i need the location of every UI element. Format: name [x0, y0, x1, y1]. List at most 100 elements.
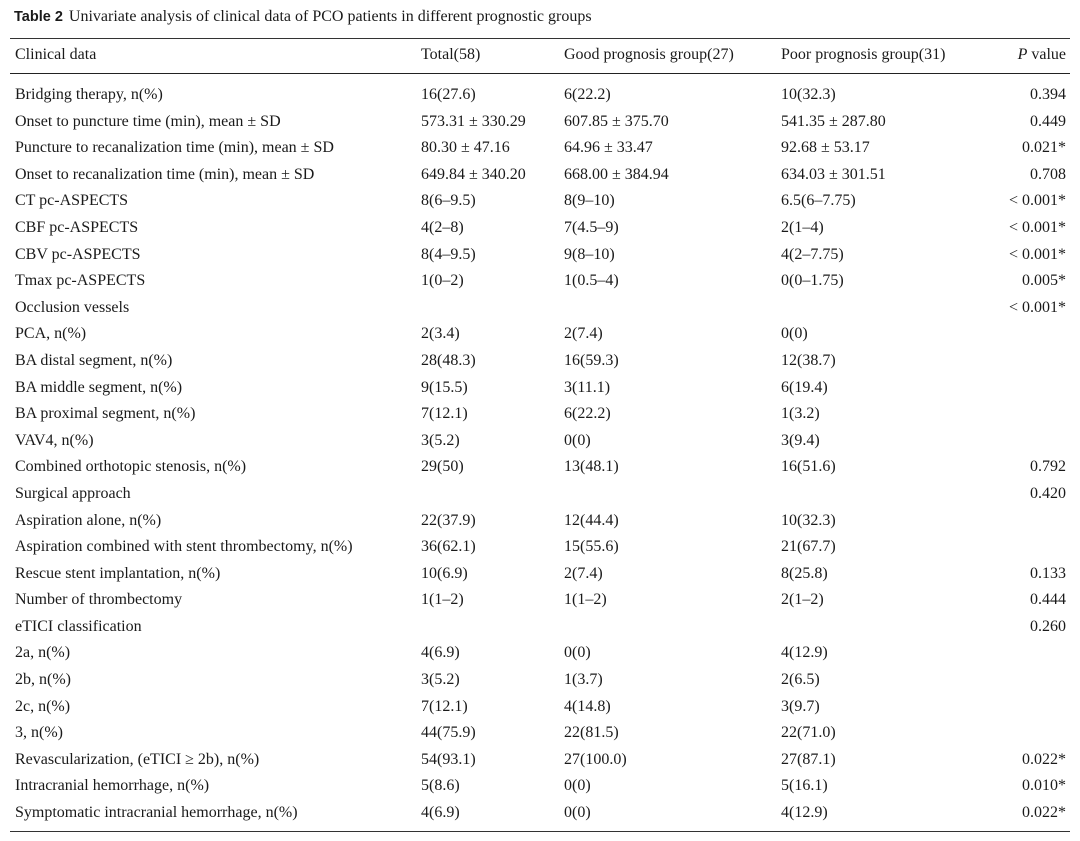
poor-prognosis-cell: 4(12.9)	[781, 804, 828, 822]
total-cell: 44(75.9)	[421, 724, 476, 742]
poor-prognosis-cell: 3(9.4)	[781, 431, 820, 449]
poor-prognosis-cell: 6(19.4)	[781, 378, 828, 396]
total-cell: 649.84 ± 340.20	[421, 165, 526, 183]
poor-prognosis-cell: 0(0–1.75)	[781, 272, 844, 290]
poor-prognosis-cell: 541.35 ± 287.80	[781, 112, 886, 130]
header-p-italic: P	[1017, 46, 1028, 63]
poor-prognosis-cell: 4(2–7.75)	[781, 245, 844, 263]
p-value-cell: 0.021*	[1022, 139, 1066, 157]
clinical-data-cell: BA proximal segment, n(%)	[15, 405, 196, 423]
total-cell: 8(6–9.5)	[421, 192, 476, 210]
header-total: Total(58)	[421, 46, 481, 63]
clinical-data-cell: 3, n(%)	[15, 724, 63, 742]
total-cell: 4(2–8)	[421, 218, 464, 236]
total-cell: 9(15.5)	[421, 378, 468, 396]
clinical-data-cell: Revascularization, (eTICI ≥ 2b), n(%)	[15, 750, 260, 768]
good-prognosis-cell: 22(81.5)	[564, 724, 619, 742]
clinical-data-cell: Occlusion vessels	[15, 298, 130, 316]
poor-prognosis-cell: 2(1–4)	[781, 218, 824, 236]
table-row: CBV pc-ASPECTS 8(4–9.5) 9(8–10) 4(2–7.75) < …	[0, 242, 1080, 269]
header-p-value: P value	[1018, 44, 1066, 66]
p-value-cell: 0.005*	[1022, 272, 1066, 290]
total-cell: 8(4–9.5)	[421, 245, 476, 263]
p-value-cell: < 0.001*	[1008, 218, 1066, 236]
table-row: Surgical approach 0.420	[0, 481, 1080, 508]
table-bottom-rule	[10, 831, 1070, 832]
clinical-data-cell: CT pc-ASPECTS	[15, 192, 129, 210]
table-row: Aspiration combined with stent thrombect…	[0, 534, 1080, 561]
clinical-data-cell: BA middle segment, n(%)	[15, 378, 183, 396]
good-prognosis-cell: 12(44.4)	[564, 511, 619, 529]
p-value-cell: 0.792	[1030, 458, 1066, 476]
good-prognosis-cell: 4(14.8)	[564, 697, 611, 715]
poor-prognosis-cell: 1(3.2)	[781, 405, 820, 423]
p-value-cell: 0.420	[1030, 484, 1066, 502]
table-row: Puncture to recanalization time (min), m…	[0, 135, 1080, 162]
clinical-data-cell: Number of thrombectomy	[15, 591, 183, 609]
p-value-cell: < 0.001*	[1008, 192, 1066, 210]
clinical-data-cell: 2b, n(%)	[15, 671, 71, 689]
table-row: Symptomatic intracranial hemorrhage, n(%…	[0, 800, 1080, 827]
clinical-data-cell: Tmax pc-ASPECTS	[15, 272, 146, 290]
table-row: 2a, n(%) 4(6.9) 0(0) 4(12.9)	[0, 640, 1080, 667]
table-top-rule	[10, 38, 1070, 39]
table-row: Bridging therapy, n(%) 16(27.6) 6(22.2) 10(…	[0, 82, 1080, 109]
good-prognosis-cell: 1(0.5–4)	[564, 272, 619, 290]
p-value-cell: < 0.001*	[1008, 298, 1066, 316]
poor-prognosis-cell: 22(71.0)	[781, 724, 836, 742]
poor-prognosis-cell: 0(0)	[781, 325, 808, 343]
good-prognosis-cell: 6(22.2)	[564, 86, 611, 103]
p-value-cell: 0.133	[1030, 564, 1066, 582]
clinical-data-cell: eTICI classification	[15, 617, 142, 635]
good-prognosis-cell: 8(9–10)	[564, 192, 615, 210]
table-row: Intracranial hemorrhage, n(%) 5(8.6) 0(0) 5…	[0, 773, 1080, 800]
clinical-data-cell: Aspiration combined with stent thrombect…	[15, 538, 353, 556]
table-row: Revascularization, (eTICI ≥ 2b), n(%) 54(…	[0, 747, 1080, 774]
poor-prognosis-cell: 2(1–2)	[781, 591, 824, 609]
table-row: Onset to recanalization time (min), mean…	[0, 162, 1080, 189]
total-cell: 1(0–2)	[421, 272, 464, 290]
p-value-cell: 0.010*	[1022, 777, 1066, 795]
p-value-cell: 0.444	[1030, 591, 1066, 609]
clinical-data-cell: Onset to recanalization time (min), mean…	[15, 165, 315, 183]
table-row: PCA, n(%) 2(3.4) 2(7.4) 0(0)	[0, 321, 1080, 348]
poor-prognosis-cell: 16(51.6)	[781, 458, 836, 476]
good-prognosis-cell: 1(1–2)	[564, 591, 607, 609]
poor-prognosis-cell: 10(32.3)	[781, 511, 836, 529]
good-prognosis-cell: 2(7.4)	[564, 564, 603, 582]
table-row: VAV4, n(%) 3(5.2) 0(0) 3(9.4)	[0, 428, 1080, 455]
poor-prognosis-cell: 27(87.1)	[781, 750, 836, 768]
header-good-prognosis: Good prognosis group(27)	[564, 46, 734, 63]
clinical-data-cell: Rescue stent implantation, n(%)	[15, 564, 221, 582]
poor-prognosis-cell: 5(16.1)	[781, 777, 828, 795]
table-row: CBF pc-ASPECTS 4(2–8) 7(4.5–9) 2(1–4) < 0.00…	[0, 215, 1080, 242]
good-prognosis-cell: 1(3.7)	[564, 671, 603, 689]
table-row: 3, n(%) 44(75.9) 22(81.5) 22(71.0)	[0, 720, 1080, 747]
clinical-data-cell: 2c, n(%)	[15, 697, 71, 715]
clinical-data-cell: Surgical approach	[15, 484, 131, 502]
p-value-cell: 0.022*	[1022, 750, 1066, 768]
clinical-data-cell: 2a, n(%)	[15, 644, 71, 662]
good-prognosis-cell: 27(100.0)	[564, 750, 627, 768]
clinical-data-cell: Aspiration alone, n(%)	[15, 511, 162, 529]
good-prognosis-cell: 7(4.5–9)	[564, 218, 619, 236]
poor-prognosis-cell: 92.68 ± 53.17	[781, 139, 870, 157]
good-prognosis-cell: 6(22.2)	[564, 405, 611, 423]
table-body: Bridging therapy, n(%) 16(27.6) 6(22.2) 10(…	[0, 82, 1080, 827]
good-prognosis-cell: 16(59.3)	[564, 351, 619, 369]
clinical-data-cell: PCA, n(%)	[15, 325, 87, 343]
good-prognosis-cell: 15(55.6)	[564, 538, 619, 556]
table-row: Aspiration alone, n(%) 22(37.9) 12(44.4) 10…	[0, 508, 1080, 535]
total-cell: 5(8.6)	[421, 777, 460, 795]
good-prognosis-cell: 607.85 ± 375.70	[564, 112, 669, 130]
good-prognosis-cell: 0(0)	[564, 777, 591, 795]
total-cell: 16(27.6)	[421, 86, 476, 103]
clinical-data-cell: Onset to puncture time (min), mean ± SD	[15, 112, 281, 130]
good-prognosis-cell: 0(0)	[564, 804, 591, 822]
header-p-rest: value	[1027, 46, 1066, 63]
table-row: Number of thrombectomy 1(1–2) 1(1–2) 2(1–2)…	[0, 587, 1080, 614]
total-cell: 29(50)	[421, 458, 464, 476]
clinical-data-cell: VAV4, n(%)	[15, 431, 94, 449]
table-row: 2b, n(%) 3(5.2) 1(3.7) 2(6.5)	[0, 667, 1080, 694]
good-prognosis-cell: 0(0)	[564, 644, 591, 662]
